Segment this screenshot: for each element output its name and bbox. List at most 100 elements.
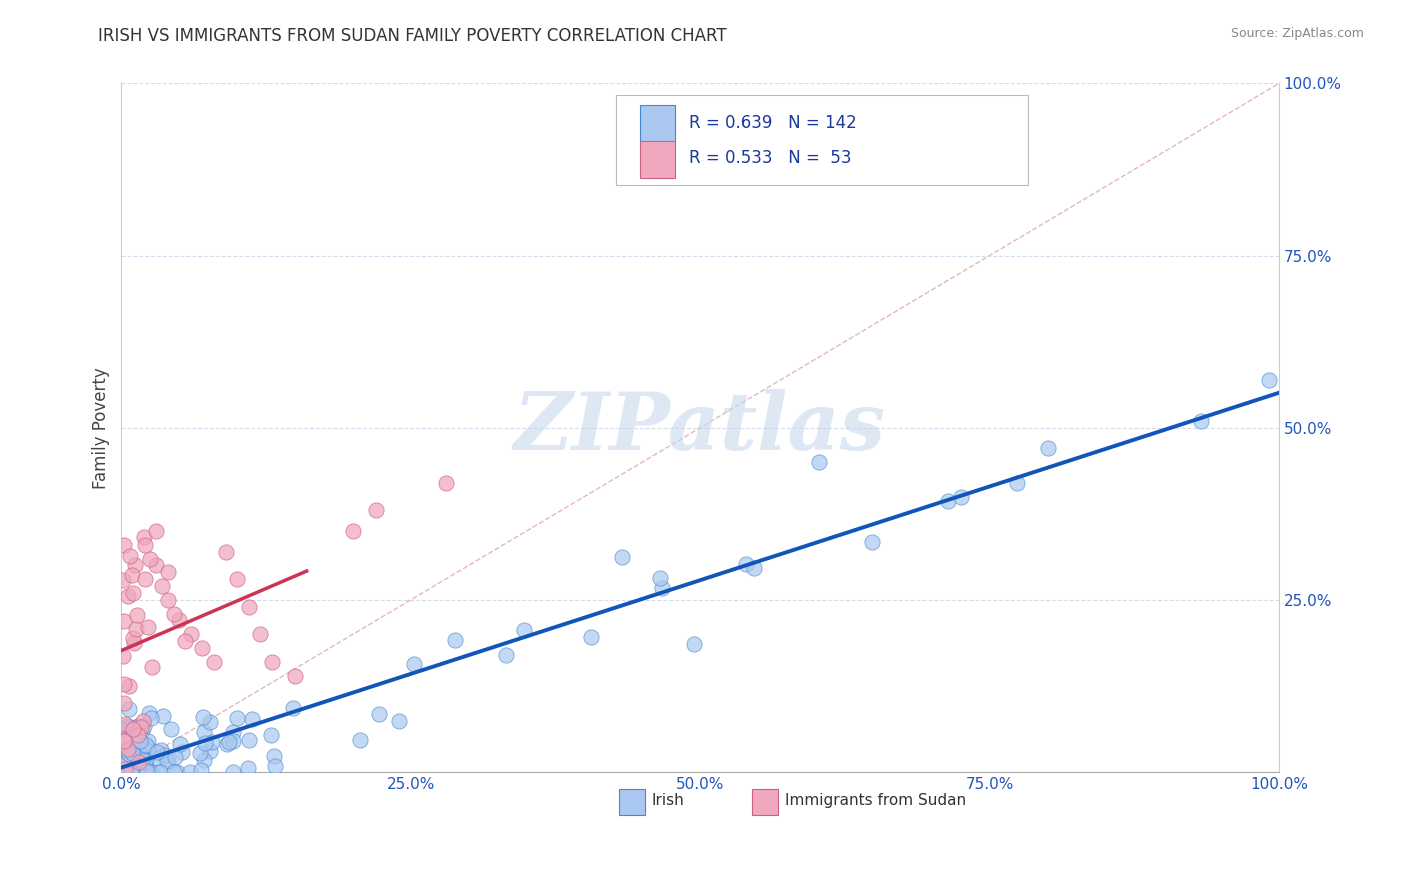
Point: [112, 696, 135, 710]
Point: [936, 493, 959, 508]
Point: [111, 649, 134, 664]
Point: [193, 710, 215, 724]
Point: [118, 702, 141, 716]
Point: [135, 738, 157, 752]
Point: [131, 755, 153, 769]
Point: [238, 599, 260, 614]
Point: [129, 734, 152, 748]
Text: Irish: Irish: [651, 793, 685, 808]
Point: [217, 737, 239, 751]
Point: [128, 764, 150, 779]
Point: [651, 582, 673, 596]
Point: [120, 764, 142, 779]
Point: [145, 524, 167, 538]
Point: [111, 756, 134, 771]
Point: [157, 754, 180, 768]
Point: [122, 764, 145, 779]
Point: [118, 756, 141, 770]
Point: [1258, 373, 1281, 387]
Point: [125, 764, 148, 779]
Point: [141, 711, 163, 725]
Point: [260, 728, 283, 742]
Point: [263, 759, 285, 773]
Point: [122, 631, 145, 645]
Point: [162, 607, 184, 621]
Point: [115, 719, 138, 733]
Point: [160, 723, 183, 737]
Point: [115, 758, 138, 772]
Point: [122, 722, 145, 736]
Point: [136, 764, 159, 779]
Point: [135, 754, 157, 768]
Point: [112, 732, 135, 747]
Point: [150, 579, 173, 593]
Point: [149, 764, 172, 779]
Point: [125, 622, 148, 636]
Point: [127, 719, 149, 733]
Point: [122, 746, 145, 760]
Point: [581, 630, 603, 644]
Point: [225, 711, 247, 725]
Point: [249, 627, 271, 641]
Text: IRISH VS IMMIGRANTS FROM SUDAN FAMILY POVERTY CORRELATION CHART: IRISH VS IMMIGRANTS FROM SUDAN FAMILY PO…: [98, 27, 727, 45]
Point: [368, 707, 391, 722]
Point: [138, 619, 160, 633]
Point: [169, 614, 191, 628]
Point: [112, 759, 135, 773]
Text: Immigrants from Sudan: Immigrants from Sudan: [785, 793, 966, 808]
Point: [138, 747, 160, 762]
Point: [124, 764, 146, 779]
Point: [127, 764, 149, 779]
Text: R = 0.533   N =  53: R = 0.533 N = 53: [689, 150, 851, 168]
Bar: [640, 141, 675, 178]
Point: [114, 764, 136, 779]
Point: [807, 455, 830, 469]
Point: [214, 544, 236, 558]
Point: [117, 741, 139, 756]
Point: [118, 764, 141, 779]
Point: [122, 740, 145, 755]
Point: [112, 745, 135, 759]
Point: [117, 589, 139, 603]
Point: [190, 763, 212, 777]
Point: [284, 668, 307, 682]
Point: [112, 734, 135, 748]
Point: [949, 491, 972, 505]
Point: [188, 746, 211, 760]
Point: [139, 551, 162, 566]
Point: [134, 572, 156, 586]
Point: [121, 764, 143, 779]
Text: R = 0.639   N = 142: R = 0.639 N = 142: [689, 113, 856, 132]
Point: [115, 759, 138, 773]
Point: [260, 655, 283, 669]
Point: [118, 764, 141, 779]
Point: [443, 632, 465, 647]
Point: [134, 538, 156, 552]
Point: [114, 764, 136, 779]
Point: [226, 572, 249, 586]
Point: [129, 720, 152, 734]
Point: [112, 574, 135, 588]
Point: [112, 764, 135, 779]
Point: [198, 715, 221, 730]
Point: [129, 761, 152, 775]
Point: [135, 764, 157, 779]
Point: [263, 749, 285, 764]
Point: [120, 764, 142, 779]
Point: [114, 762, 136, 776]
Point: [152, 709, 174, 723]
Point: [218, 735, 240, 749]
Point: [349, 733, 371, 747]
Point: [134, 753, 156, 767]
Point: [163, 764, 186, 779]
Point: [117, 752, 139, 766]
Point: [202, 655, 225, 669]
Point: [238, 733, 260, 747]
Point: [342, 524, 364, 538]
Point: [136, 734, 159, 748]
Bar: [752, 789, 778, 814]
Point: [145, 746, 167, 760]
Point: [112, 676, 135, 690]
Point: [131, 753, 153, 767]
Point: [121, 764, 143, 779]
